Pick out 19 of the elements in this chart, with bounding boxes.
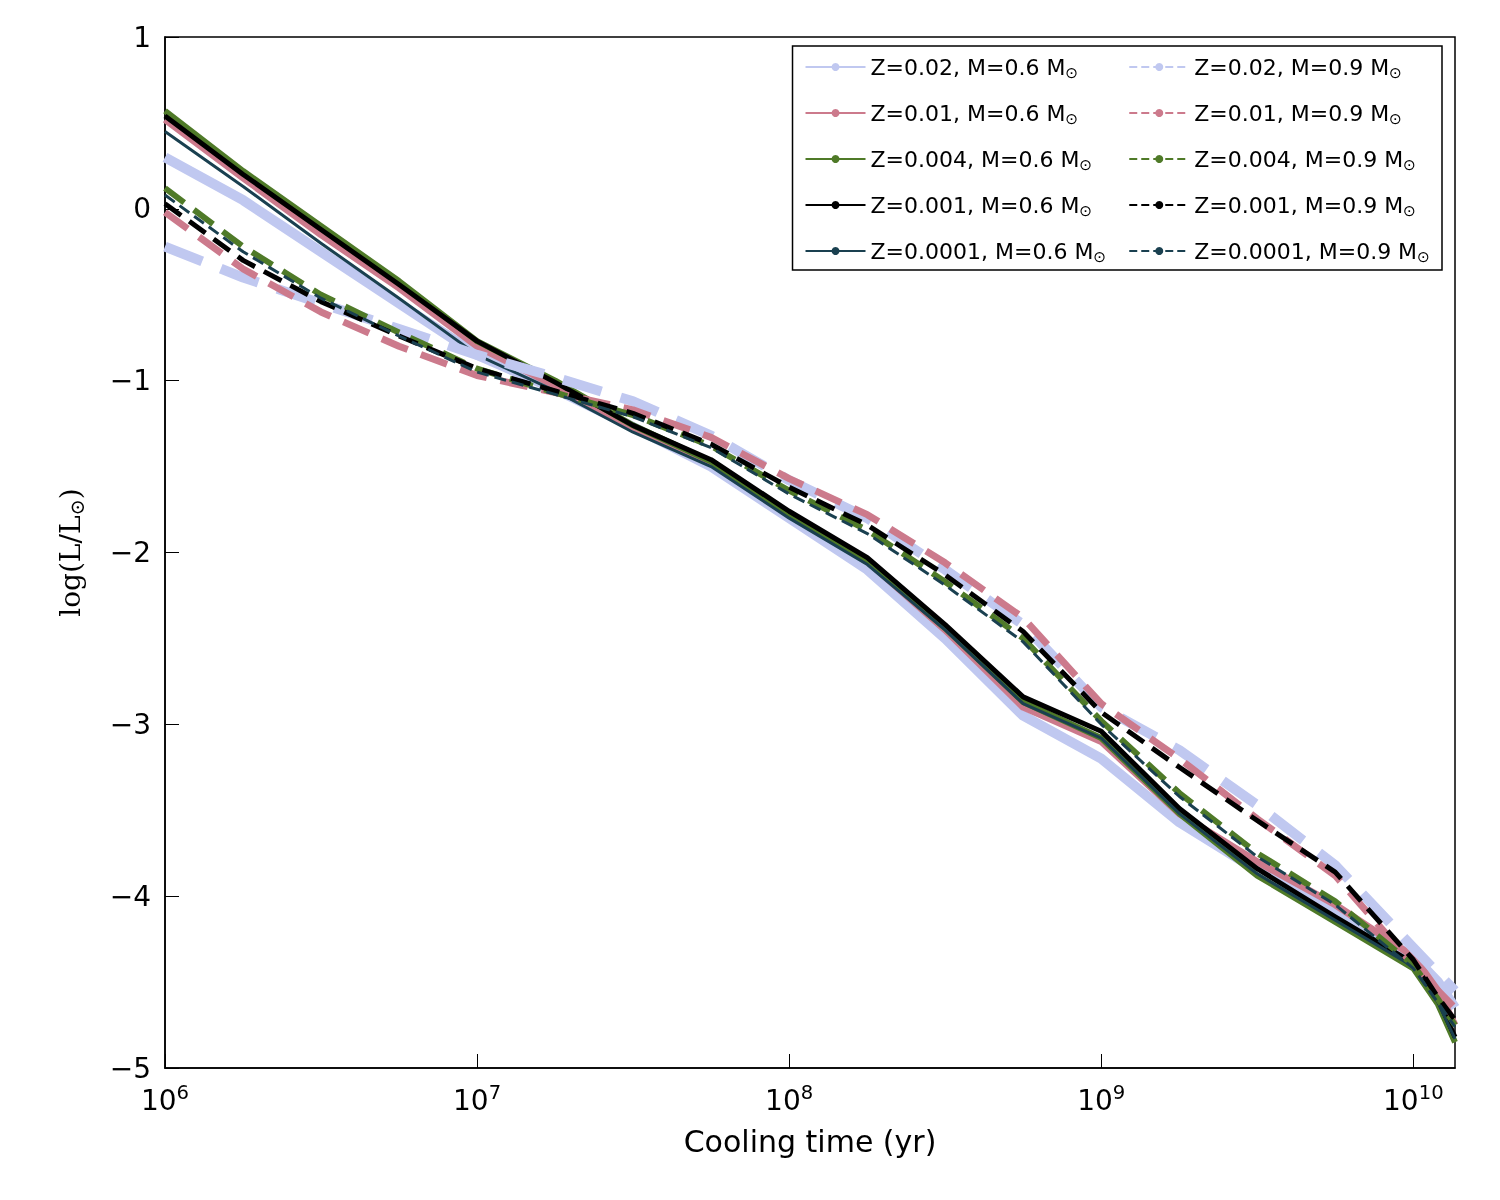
y-tick-label: −2 (109, 536, 151, 569)
legend-label: Z=0.004, M=0.6 M⊙ (870, 146, 1093, 174)
legend-label: Z=0.0001, M=0.9 M⊙ (1194, 238, 1431, 266)
y-axis-title: log(L/L⊙) (53, 488, 89, 617)
y-tick-label: 0 (133, 192, 151, 226)
x-axis-title: Cooling time (yr) (683, 1123, 937, 1159)
y-tick-label: 1 (133, 20, 151, 54)
legend-label: Z=0.02, M=0.6 M⊙ (870, 54, 1079, 82)
legend-label: Z=0.0001, M=0.6 M⊙ (870, 238, 1107, 266)
y-tick-label: −4 (109, 879, 151, 913)
legend-label: Z=0.001, M=0.6 M⊙ (870, 192, 1093, 220)
legend-label: Z=0.004, M=0.9 M⊙ (1194, 146, 1417, 174)
y-tick-label: −3 (109, 707, 151, 741)
y-tick-label: −5 (109, 1051, 151, 1085)
y-tick-label: −1 (109, 364, 151, 398)
legend-label: Z=0.02, M=0.9 M⊙ (1194, 54, 1403, 82)
legend-label: Z=0.001, M=0.9 M⊙ (1194, 192, 1417, 220)
legend-label: Z=0.01, M=0.9 M⊙ (1194, 100, 1403, 128)
legend-label: Z=0.01, M=0.6 M⊙ (870, 100, 1079, 128)
